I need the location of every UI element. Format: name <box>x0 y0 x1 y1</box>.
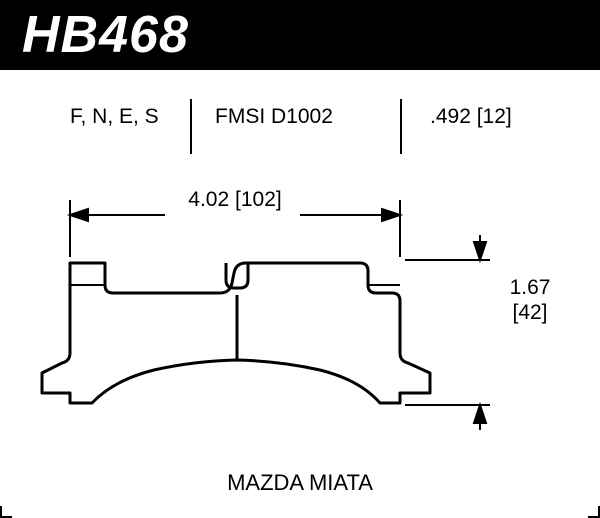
crop-mark-tr <box>586 0 600 14</box>
height-dimension: 1.67 [42] <box>495 275 565 325</box>
technical-drawing: 4.02 [102] 1.67 [42] <box>0 185 600 455</box>
crop-mark-tl <box>0 0 14 14</box>
width-inches: 4.02 <box>188 188 229 211</box>
height-mm: [42] <box>495 300 565 325</box>
crop-mark-bl <box>0 504 14 518</box>
compound-codes: F, N, E, S <box>70 105 159 129</box>
spec-row: F, N, E, S FMSI D1002 .492 [12] <box>0 105 600 165</box>
crop-mark-br <box>586 504 600 518</box>
thickness-spec: .492 [12] <box>430 105 512 129</box>
fmsi-code: FMSI D1002 <box>215 105 333 129</box>
model-label: MAZDA MIATA <box>0 470 600 496</box>
height-inches: 1.67 <box>495 275 565 300</box>
width-dimension: 4.02 [102] <box>175 188 295 212</box>
header-bar: HB468 <box>0 0 600 70</box>
spec-divider-1 <box>190 99 192 154</box>
width-mm: [102] <box>235 188 282 211</box>
spec-divider-2 <box>400 99 402 154</box>
part-number: HB468 <box>22 5 189 65</box>
